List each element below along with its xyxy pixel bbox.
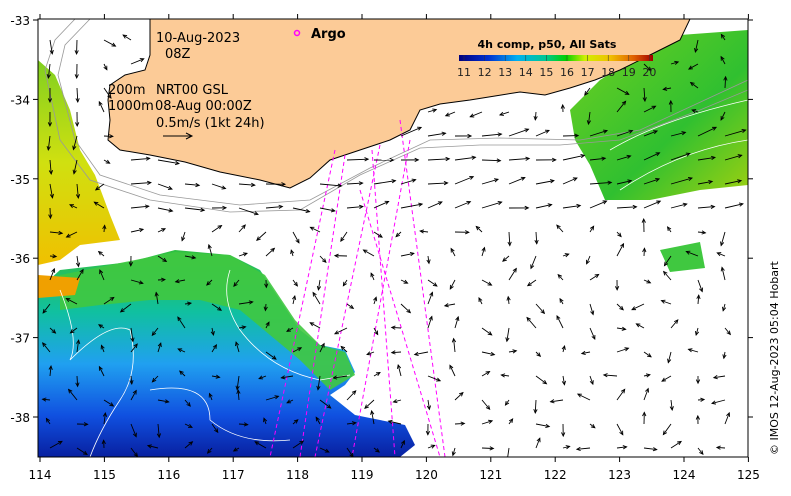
x-tick-label: 123 bbox=[608, 468, 631, 482]
credit-label: © IMOS 12-Aug-2023 05:04 Hobart bbox=[768, 261, 781, 455]
y-tick-label: -37 bbox=[10, 332, 30, 346]
x-tick-label: 124 bbox=[673, 468, 696, 482]
x-tick-label: 115 bbox=[93, 468, 116, 482]
x-tick-label: 114 bbox=[29, 468, 52, 482]
colorbar-tick-label: 16 bbox=[560, 66, 574, 79]
argo-legend-label: Argo bbox=[311, 27, 346, 42]
colorbar-title: 4h comp, p50, All Sats bbox=[478, 38, 617, 51]
x-tick-label: 119 bbox=[351, 468, 374, 482]
y-tick-label: -38 bbox=[10, 411, 30, 425]
time-label: 08Z bbox=[165, 47, 191, 62]
y-tick-label: -34 bbox=[10, 93, 30, 107]
x-tick-label: 120 bbox=[415, 468, 438, 482]
y-tick-label: -35 bbox=[10, 173, 30, 187]
contour-1000-label: 1000m bbox=[108, 99, 154, 114]
colorbar bbox=[459, 55, 653, 61]
colorbar-tick-label: 14 bbox=[519, 66, 533, 79]
product-label: NRT00 GSL bbox=[156, 83, 229, 98]
x-tick-label: 116 bbox=[157, 468, 180, 482]
colorbar-tick-label: 17 bbox=[581, 66, 595, 79]
colorbar-tick-label: 11 bbox=[457, 66, 471, 79]
colorbar-tick-label: 20 bbox=[642, 66, 656, 79]
x-tick-label: 117 bbox=[222, 468, 245, 482]
colorbar-tick-label: 13 bbox=[498, 66, 512, 79]
colorbar-tick-label: 18 bbox=[601, 66, 615, 79]
vector-scale-label: 0.5m/s (1kt 24h) bbox=[156, 116, 265, 131]
x-tick-label: 122 bbox=[544, 468, 567, 482]
colorbar-tick-label: 12 bbox=[478, 66, 492, 79]
x-tick-label: 118 bbox=[286, 468, 309, 482]
product-date-label: 08-Aug 00:00Z bbox=[155, 99, 252, 114]
colorbar-tick-label: 15 bbox=[539, 66, 553, 79]
x-tick-label: 125 bbox=[737, 468, 760, 482]
date-label: 10-Aug-2023 bbox=[156, 31, 240, 46]
x-tick-label: 121 bbox=[479, 468, 502, 482]
contour-200-label: 200m bbox=[108, 83, 145, 98]
y-tick-label: -33 bbox=[10, 14, 30, 28]
colorbar-tick-label: 19 bbox=[622, 66, 636, 79]
sst-patch-west-orange bbox=[38, 275, 80, 298]
y-tick-label: -36 bbox=[10, 252, 30, 266]
